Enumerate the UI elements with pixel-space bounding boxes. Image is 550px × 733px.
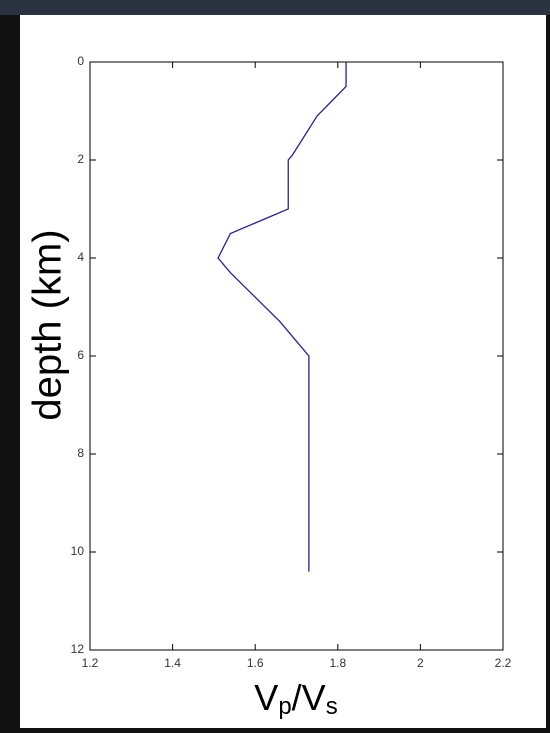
x-tick-label: 1.4: [164, 656, 181, 670]
x-axis-label: Vp/Vs: [254, 677, 337, 721]
panel: [20, 15, 546, 728]
y-tick-label: 0: [77, 54, 84, 68]
y-tick-label: 2: [77, 152, 84, 166]
x-tick-label: 2.2: [495, 656, 512, 670]
y-tick-label: 6: [77, 348, 84, 362]
x-label-part: /V: [292, 677, 326, 718]
x-label-part: s: [326, 693, 338, 720]
x-label-part: V: [254, 677, 278, 718]
top-strip: [0, 0, 550, 15]
x-tick-label: 1.2: [82, 656, 99, 670]
profile-line: [217, 62, 347, 572]
x-tick-label: 1.6: [247, 656, 264, 670]
x-label-part: p: [278, 693, 291, 720]
y-tick-label: 8: [77, 446, 84, 460]
x-tick-label: 1.8: [329, 656, 346, 670]
y-tick-label: 4: [77, 250, 84, 264]
x-tick-label: 2: [417, 656, 424, 670]
y-tick-label: 12: [71, 642, 85, 656]
y-axis-label: depth (km): [26, 229, 70, 420]
y-tick-label: 10: [71, 544, 85, 558]
